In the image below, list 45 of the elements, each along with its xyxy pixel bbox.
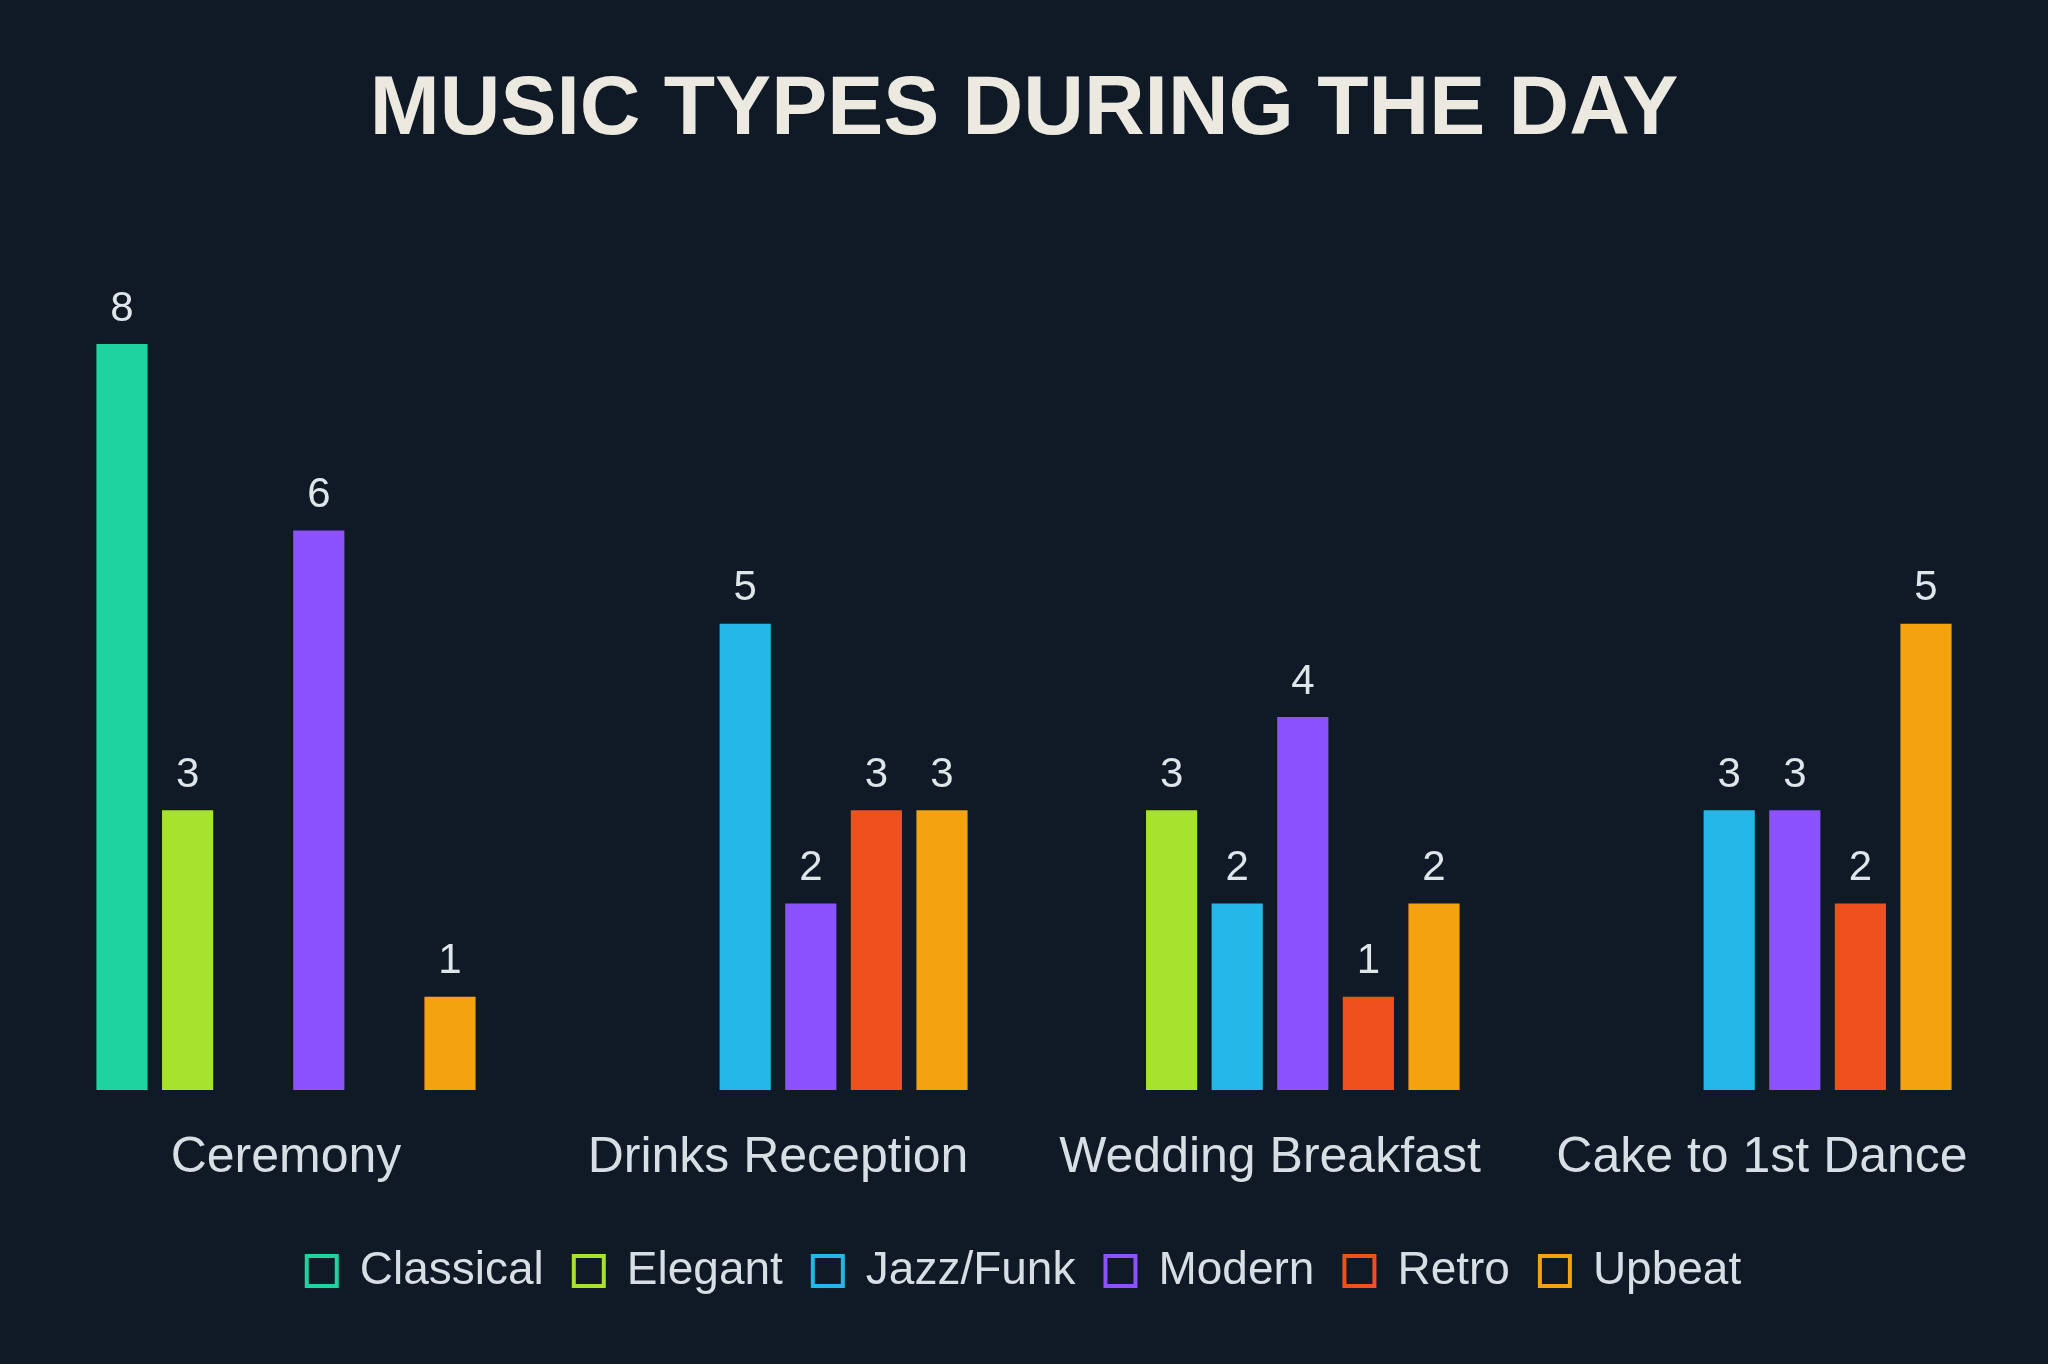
bar [719,623,771,1090]
bar [850,810,902,1090]
legend-label: Jazz/Funk [865,1241,1077,1294]
legend-label: Elegant [626,1241,784,1294]
bar [916,810,968,1090]
data-label: 2 [799,842,823,890]
data-label: 3 [175,748,200,796]
data-label: 1 [438,935,462,983]
data-label: 5 [1914,562,1938,610]
legend-label: Upbeat [1592,1241,1742,1294]
legend-label: Retro [1397,1241,1510,1294]
data-label: 3 [930,748,954,796]
bar [1342,996,1394,1090]
chart-title: MUSIC TYPES DURING THE DAY [369,57,1679,152]
bar [96,344,148,1090]
data-label: 8 [110,282,134,330]
legend-label: Modern [1158,1241,1315,1294]
data-label: 6 [307,469,331,517]
bar [1834,903,1886,1090]
data-label: 3 [864,748,889,796]
data-label: 3 [1717,748,1741,796]
legend-label: Classical [359,1241,544,1294]
bar [1211,903,1263,1090]
data-label: 1 [1356,935,1381,983]
x-tick-label: Drinks Reception [587,1126,969,1183]
x-tick-label: Ceremony [170,1126,402,1183]
x-tick-label: Cake to 1st Dance [1556,1126,1968,1183]
bar [162,810,214,1090]
data-label: 2 [1848,842,1873,890]
data-label: 5 [733,562,757,610]
data-label: 3 [1783,748,1807,796]
bar [1408,903,1460,1090]
bar [424,996,476,1090]
bar [1146,810,1198,1090]
data-label: 3 [1159,748,1184,796]
data-label: 4 [1291,655,1315,703]
data-label: 2 [1225,842,1249,890]
bar [1703,810,1755,1090]
data-label: 2 [1422,842,1446,890]
bar [293,530,345,1090]
bar [1769,810,1821,1090]
bar [785,903,837,1090]
bar [1277,717,1329,1090]
x-tick-label: Wedding Breakfast [1059,1126,1481,1183]
bar [1900,623,1952,1090]
